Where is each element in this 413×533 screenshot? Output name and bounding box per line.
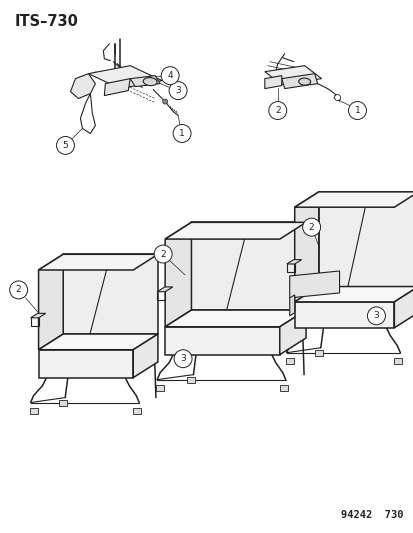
Polygon shape — [133, 334, 157, 377]
Polygon shape — [294, 287, 413, 302]
Text: 3: 3 — [373, 311, 378, 320]
Polygon shape — [187, 377, 195, 383]
Polygon shape — [31, 313, 45, 318]
Polygon shape — [165, 310, 305, 327]
Polygon shape — [157, 287, 172, 292]
Polygon shape — [130, 76, 160, 86]
Text: 1: 1 — [179, 129, 185, 138]
Polygon shape — [279, 310, 305, 354]
Polygon shape — [104, 79, 130, 95]
Circle shape — [334, 94, 340, 101]
Polygon shape — [289, 295, 294, 316]
Text: 2: 2 — [16, 285, 21, 294]
Circle shape — [169, 82, 187, 100]
Text: ITS–730: ITS–730 — [14, 14, 78, 29]
Text: 3: 3 — [175, 86, 180, 95]
Polygon shape — [38, 334, 157, 350]
Polygon shape — [29, 408, 38, 414]
Text: 3: 3 — [180, 354, 185, 363]
Polygon shape — [38, 350, 133, 377]
Polygon shape — [191, 222, 305, 310]
Circle shape — [162, 99, 167, 104]
Polygon shape — [59, 400, 67, 406]
Circle shape — [56, 136, 74, 155]
Polygon shape — [394, 287, 413, 328]
Polygon shape — [165, 222, 305, 239]
Polygon shape — [133, 408, 141, 414]
Polygon shape — [264, 66, 321, 85]
Text: 1: 1 — [354, 106, 359, 115]
Polygon shape — [38, 254, 63, 350]
Circle shape — [348, 102, 366, 119]
Polygon shape — [279, 385, 287, 391]
Circle shape — [154, 245, 172, 263]
Text: 5: 5 — [62, 141, 68, 150]
Circle shape — [268, 102, 286, 119]
Polygon shape — [63, 254, 157, 334]
Circle shape — [9, 281, 28, 299]
Text: 4: 4 — [167, 71, 173, 80]
Circle shape — [367, 307, 385, 325]
Polygon shape — [156, 385, 164, 391]
Circle shape — [174, 350, 192, 368]
Polygon shape — [70, 74, 95, 99]
Text: 94242  730: 94242 730 — [340, 510, 402, 520]
Polygon shape — [38, 254, 157, 270]
Ellipse shape — [298, 78, 310, 85]
Polygon shape — [165, 222, 191, 327]
Polygon shape — [289, 271, 339, 298]
Polygon shape — [294, 192, 318, 302]
Polygon shape — [318, 192, 413, 287]
Polygon shape — [88, 66, 162, 88]
Text: 2: 2 — [308, 223, 314, 232]
Polygon shape — [285, 358, 293, 364]
Polygon shape — [394, 358, 401, 364]
Text: 2: 2 — [274, 106, 280, 115]
Circle shape — [173, 125, 190, 142]
Polygon shape — [165, 327, 279, 354]
Polygon shape — [294, 192, 413, 207]
Text: 2: 2 — [160, 249, 166, 259]
Polygon shape — [286, 260, 301, 264]
Polygon shape — [264, 76, 281, 88]
Circle shape — [161, 67, 179, 85]
Ellipse shape — [143, 78, 157, 86]
Polygon shape — [281, 74, 317, 88]
Polygon shape — [314, 350, 322, 356]
Polygon shape — [294, 302, 394, 328]
Circle shape — [302, 218, 320, 236]
